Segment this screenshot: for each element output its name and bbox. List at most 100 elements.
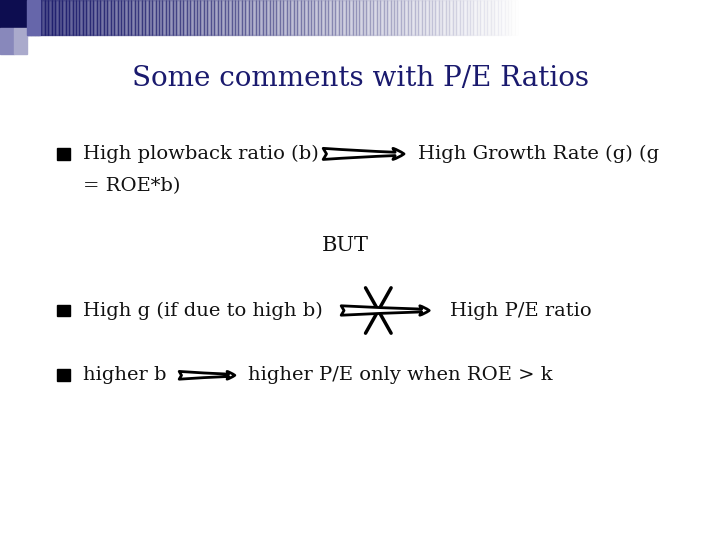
Bar — [14, 28, 27, 54]
Bar — [467, 0, 470, 35]
Bar — [442, 0, 446, 35]
Bar — [45, 0, 48, 35]
Bar — [135, 0, 138, 35]
Bar — [59, 0, 62, 35]
Bar — [27, 0, 40, 35]
Bar — [190, 0, 194, 35]
Bar — [349, 0, 353, 35]
Bar — [142, 0, 145, 35]
Bar — [415, 0, 418, 35]
Bar — [494, 0, 498, 35]
Bar — [390, 0, 394, 35]
Bar — [194, 0, 197, 35]
Bar — [242, 0, 246, 35]
Text: Some comments with P/E Ratios: Some comments with P/E Ratios — [132, 65, 588, 92]
Bar — [304, 0, 307, 35]
Bar — [156, 0, 159, 35]
Bar — [259, 0, 263, 35]
Bar — [238, 0, 242, 35]
Bar — [384, 0, 387, 35]
Bar — [131, 0, 135, 35]
Bar — [422, 0, 425, 35]
Bar — [287, 0, 290, 35]
Bar — [474, 0, 477, 35]
Bar — [411, 0, 415, 35]
Text: High Growth Rate (g) (g: High Growth Rate (g) (g — [418, 145, 659, 163]
Bar — [152, 0, 156, 35]
Bar — [397, 0, 401, 35]
Bar — [453, 0, 456, 35]
Bar — [418, 0, 422, 35]
Bar — [128, 0, 131, 35]
Bar — [125, 0, 128, 35]
Bar — [315, 0, 318, 35]
Bar — [436, 0, 439, 35]
Bar — [107, 0, 111, 35]
Bar — [346, 0, 349, 35]
Bar — [24, 0, 27, 35]
Bar — [21, 0, 24, 35]
Bar — [94, 0, 96, 35]
Bar — [4, 0, 7, 35]
Bar — [121, 0, 125, 35]
Bar — [207, 0, 211, 35]
Bar — [235, 0, 238, 35]
Bar — [394, 0, 397, 35]
Bar — [252, 0, 256, 35]
Bar — [232, 0, 235, 35]
Bar — [463, 0, 467, 35]
Bar — [307, 0, 311, 35]
Bar — [31, 0, 35, 35]
Bar — [377, 0, 380, 35]
Bar — [217, 0, 221, 35]
Bar — [0, 28, 14, 54]
Bar — [428, 0, 432, 35]
Bar — [138, 0, 142, 35]
Bar — [35, 0, 38, 35]
Bar — [269, 0, 273, 35]
Text: BUT: BUT — [322, 236, 369, 255]
Bar — [96, 0, 100, 35]
Bar — [363, 0, 366, 35]
Bar — [370, 0, 373, 35]
Bar — [111, 0, 114, 35]
Bar — [508, 0, 511, 35]
Bar — [52, 0, 55, 35]
Bar — [446, 0, 449, 35]
Text: higher P/E only when ROE > k: higher P/E only when ROE > k — [248, 366, 553, 384]
Bar — [114, 0, 117, 35]
Bar — [57, 148, 70, 160]
Bar — [0, 0, 27, 28]
Bar — [79, 0, 83, 35]
Bar — [62, 0, 66, 35]
Bar — [55, 0, 59, 35]
Bar — [459, 0, 463, 35]
Bar — [484, 0, 487, 35]
Bar — [117, 0, 121, 35]
Bar — [321, 0, 325, 35]
Bar — [263, 0, 266, 35]
Bar — [90, 0, 94, 35]
Bar — [290, 0, 294, 35]
Bar — [408, 0, 411, 35]
Text: = ROE*b): = ROE*b) — [83, 177, 180, 195]
Bar — [336, 0, 338, 35]
Bar — [491, 0, 494, 35]
Bar — [173, 0, 176, 35]
Bar — [380, 0, 384, 35]
Bar — [42, 0, 45, 35]
Bar — [163, 0, 166, 35]
Text: High g (if due to high b): High g (if due to high b) — [83, 301, 323, 320]
Bar — [73, 0, 76, 35]
Bar — [477, 0, 480, 35]
Bar — [180, 0, 183, 35]
Bar — [266, 0, 269, 35]
Bar — [297, 0, 301, 35]
Bar — [10, 0, 14, 35]
Bar — [221, 0, 225, 35]
Bar — [69, 0, 73, 35]
Bar — [256, 0, 259, 35]
Bar — [27, 0, 31, 35]
Bar — [470, 0, 474, 35]
Bar — [487, 0, 491, 35]
